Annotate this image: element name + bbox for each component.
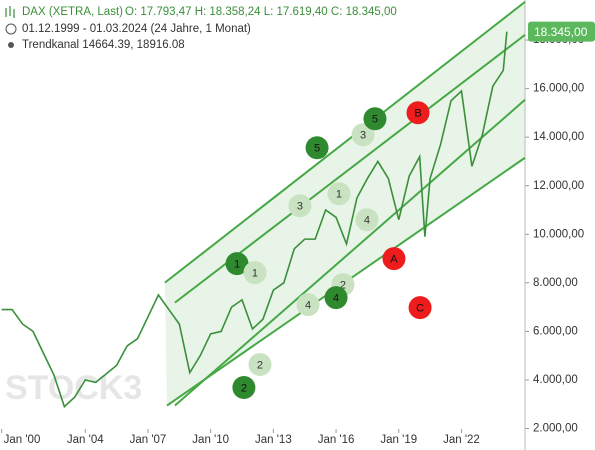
indicator-icon [8,42,14,48]
wave-label: 1 [234,259,240,271]
x-tick-label: Jan '22 [443,434,480,446]
wave-marker [296,293,320,317]
wave-label: C [416,303,424,315]
legend-icon [5,6,15,18]
y-tick-label: 16.000,00 [533,83,584,95]
x-tick-label: Jan '00 [4,434,41,446]
x-tick-label: Jan '19 [380,434,417,446]
wave-marker [406,101,430,125]
wave-label: 4 [333,293,339,305]
wave-marker [288,194,312,218]
y-tick-label: 2.000,00 [533,423,578,435]
wave-label: B [414,108,421,120]
wave-label: 1 [252,268,258,280]
wave-marker [327,182,351,206]
clock-icon [5,23,17,35]
y-tick-label: 14.000,00 [533,131,584,143]
wave-marker [243,261,267,285]
x-tick-label: Jan '07 [130,434,167,446]
wave-marker [232,376,256,400]
period: 01.12.1999 - 01.03.2024 (24 Jahre, 1 Mon… [22,23,251,35]
wave-marker [382,247,406,271]
price-line [1,31,508,409]
wave-label: 4 [364,215,370,227]
wave-label: 5 [372,114,378,126]
wave-label: 1 [336,189,342,201]
wave-marker [363,107,387,131]
legend-background [0,0,400,52]
x-tick-label: Jan '16 [318,434,355,446]
indicator: Trendkanal 14664.39, 18916.08 [22,39,185,51]
wave-marker [225,252,249,276]
wave-marker [324,286,348,310]
wave-label: 2 [257,359,263,371]
wave-label: 4 [305,300,311,312]
wave-marker [248,353,272,377]
wave-marker [408,296,432,320]
wave-marker [351,123,375,147]
x-tick-label: Jan '10 [192,434,229,446]
wave-label: 2 [340,280,346,292]
channel-line [164,1,526,284]
channel-line [174,99,526,407]
wave-label: 5 [314,143,320,155]
y-tick-label: 6.000,00 [533,325,578,337]
wave-marker [305,136,329,160]
last-price-tag [528,21,595,42]
plot-area: 2.000,00 4.000,00 6.000,00 8.000,00 10.000,0… [1,0,584,450]
channel-fill [164,1,525,406]
last-price-label: 18.345,00 [534,25,588,39]
y-tick-label: 8.000,00 [533,277,578,289]
wave-label: 2 [241,382,247,394]
wave-marker [355,208,379,232]
legend-ohlc: O: 17.793,47 H: 18.358,24 L: 17.619,40 C… [125,6,397,18]
y-tick-label: 12.000,00 [533,180,584,192]
wave-label: 3 [360,130,366,142]
y-tick-label: 10.000,00 [533,228,584,240]
y-tick-label: 4.000,00 [533,374,578,386]
x-tick-label: Jan '04 [67,434,104,446]
x-tick-label: Jan '13 [255,434,292,446]
watermark: STOCK3 [5,369,142,407]
wave-label: A [390,254,398,266]
legend-title: DAX (XETRA, Last) [22,6,123,18]
wave-label: 3 [297,201,303,213]
